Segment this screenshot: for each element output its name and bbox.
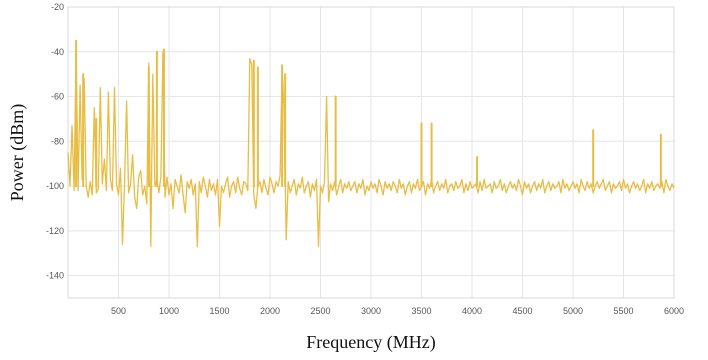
x-tick-label: 3500 (411, 306, 431, 316)
x-tick-label: 500 (111, 306, 126, 316)
x-tick-label: 2000 (260, 306, 280, 316)
series-line (67, 46, 675, 248)
x-axis-ticks: 500 1000 1500 2000 2500 3000 3500 4000 4500 5000 5… (111, 306, 684, 316)
series-group (67, 39, 675, 248)
y-tick-label: -20 (51, 2, 64, 12)
grid (68, 6, 675, 298)
y-axis-title: Power (dBm) (7, 104, 28, 202)
x-tick-label: 2500 (310, 306, 330, 316)
x-tick-label: 4000 (462, 306, 482, 316)
x-tick-label: 5000 (563, 306, 583, 316)
x-tick-label: 3000 (361, 306, 381, 316)
x-tick-label: 4500 (512, 306, 532, 316)
x-tick-label: 6000 (664, 306, 684, 316)
x-tick-label: 1000 (159, 306, 179, 316)
y-axis-ticks: -20 -40 -60 -80 -100 -120 -140 (46, 2, 64, 281)
x-axis-title: Frequency (MHz) (306, 332, 435, 353)
y-tick-label: -60 (51, 92, 64, 102)
y-tick-label: -140 (46, 271, 64, 281)
y-tick-label: -80 (51, 136, 64, 146)
x-tick-label: 1500 (209, 306, 229, 316)
x-tick-label: 5500 (613, 306, 633, 316)
y-tick-label: -100 (46, 181, 64, 191)
y-tick-label: -40 (51, 47, 64, 57)
y-tick-label: -120 (46, 226, 64, 236)
